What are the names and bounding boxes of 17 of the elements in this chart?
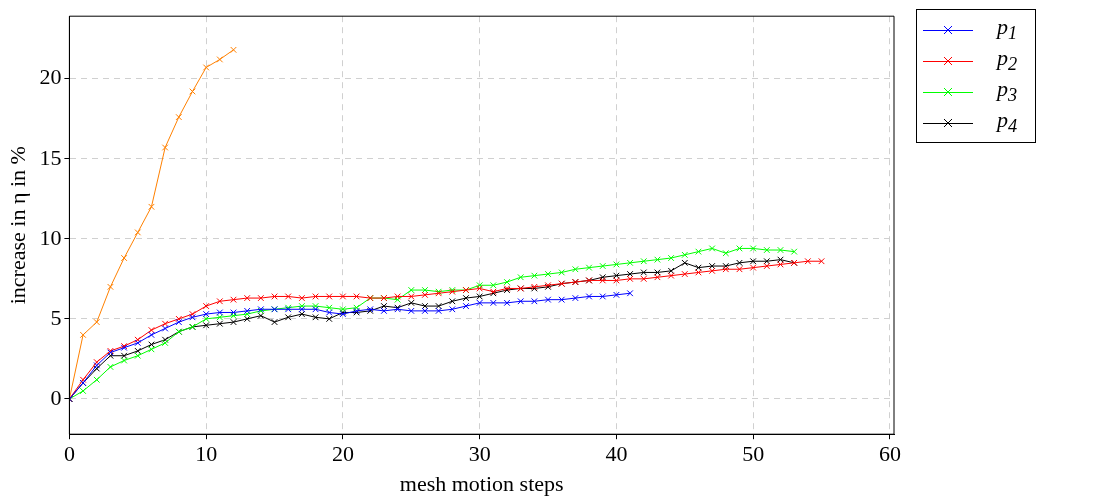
legend-label: p$_{3}$ [995,76,1019,107]
legend-label: p$_{1}$ [995,14,1019,45]
x-tick-label: 60 [878,441,901,467]
x-tick-label: 50 [742,441,765,467]
y-axis-title: increase in η in % [4,146,30,305]
x-tick-label: 10 [195,441,218,467]
y-tick-label: 15 [39,144,62,170]
y-tick-label: 0 [50,384,62,410]
legend-label: p$_{2}$ [995,45,1019,76]
x-tick-label: 20 [331,441,354,467]
y-tick-label: 5 [50,304,62,330]
x-axis-title: mesh motion steps [399,470,564,496]
y-tick-label: 20 [39,64,62,90]
x-tick-label: 30 [468,441,491,467]
x-tick-label: 40 [605,441,628,467]
legend-label: p$_{4}$ [995,107,1019,138]
y-tick-label: 10 [39,224,62,250]
